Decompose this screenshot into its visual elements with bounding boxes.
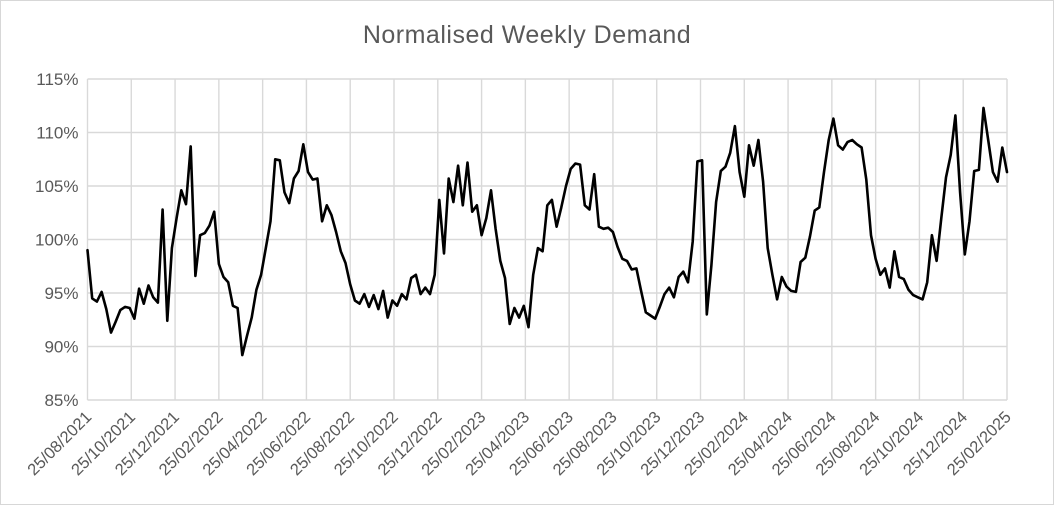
y-tick-label: 100% (35, 231, 78, 250)
x-axis-labels: 25/08/202125/10/202125/12/202125/02/2022… (24, 408, 1015, 479)
gridlines (86, 78, 1008, 401)
y-tick-label: 95% (44, 284, 78, 303)
y-tick-label: 115% (36, 70, 78, 89)
y-axis-labels: 115% 110% 105% 100% 95% 90% 85% (35, 70, 78, 410)
demand-series-line (86, 106, 1009, 357)
y-tick-label: 110% (36, 124, 78, 143)
y-tick-label: 90% (44, 338, 78, 357)
y-tick-label: 85% (44, 391, 78, 410)
y-tick-label: 105% (35, 177, 78, 196)
